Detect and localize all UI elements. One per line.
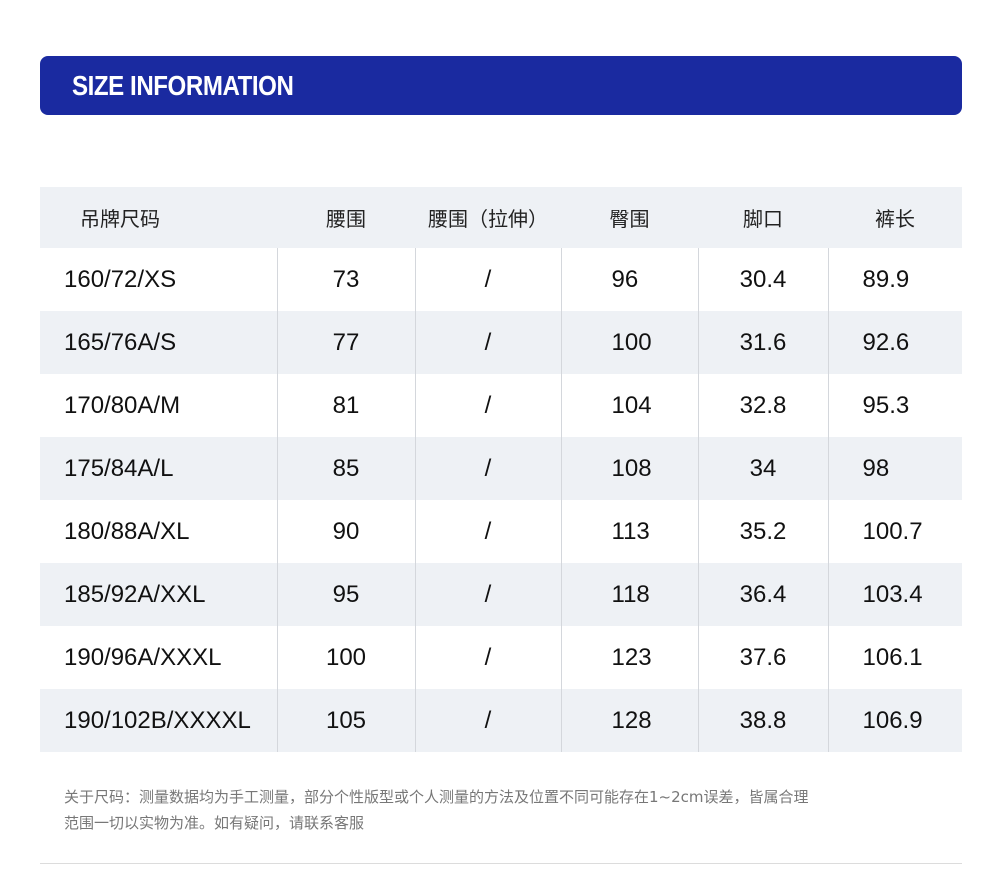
cell-hem: 30.4 <box>697 248 828 311</box>
cell-waist: 95 <box>276 563 415 626</box>
header-length: 裤长 <box>828 187 962 248</box>
cell-hip: 128 <box>560 689 698 752</box>
size-note: 关于尺码：测量数据均为手工测量，部分个性版型或个人测量的方法及位置不同可能存在1… <box>64 784 964 836</box>
header-hem: 脚口 <box>698 187 828 248</box>
cell-size: 165/76A/S <box>40 311 277 374</box>
cell-length: 95.3 <box>827 374 962 437</box>
size-note-line: 关于尺码：测量数据均为手工测量，部分个性版型或个人测量的方法及位置不同可能存在1… <box>64 788 809 806</box>
cell-waist-stretch: / <box>414 563 561 626</box>
section-title: SIZE INFORMATION <box>72 69 294 101</box>
cell-hem: 32.8 <box>697 374 828 437</box>
cell-hem: 35.2 <box>697 500 828 563</box>
table-row: 190/102B/XXXXL 105 / 128 38.8 106.9 <box>40 689 962 752</box>
cell-size: 185/92A/XXL <box>40 563 277 626</box>
cell-hip: 100 <box>560 311 698 374</box>
size-note-line: 范围一切以实物为准。如有疑问，请联系客服 <box>64 814 365 832</box>
table-row: 180/88A/XL 90 / 113 35.2 100.7 <box>40 500 962 563</box>
cell-length: 89.9 <box>827 248 962 311</box>
cell-waist-stretch: / <box>414 374 561 437</box>
cell-waist: 90 <box>276 500 415 563</box>
cell-hem: 34 <box>697 437 828 500</box>
divider <box>40 863 962 864</box>
table-row: 190/96A/XXXL 100 / 123 37.6 106.1 <box>40 626 962 689</box>
size-table: 吊牌尺码 腰围 腰围（拉伸） 臀围 脚口 裤长 160/72/XS 73 / 9… <box>40 187 962 752</box>
cell-size: 160/72/XS <box>64 265 177 293</box>
cell-length: 106.9 <box>827 689 962 752</box>
table-row: 175/84A/L 85 / 108 34 98 <box>40 437 962 500</box>
cell-hem: 38.8 <box>697 689 828 752</box>
cell-size: 170/80A/M <box>64 391 181 419</box>
cell-size: 190/96A/XXXL <box>64 643 222 671</box>
cell-hip: 104 <box>560 374 698 437</box>
cell-hem: 37.6 <box>697 626 828 689</box>
cell-hip: 108 <box>560 437 698 500</box>
cell-waist-stretch: / <box>414 248 561 311</box>
cell-length: 98 <box>827 437 962 500</box>
cell-size: 180/88A/XL <box>64 517 190 545</box>
cell-length: 106.1 <box>827 626 962 689</box>
cell-length: 92.6 <box>827 311 962 374</box>
header-size: 吊牌尺码 <box>40 187 277 248</box>
header-waist: 腰围 <box>277 187 415 248</box>
cell-waist: 85 <box>276 437 415 500</box>
cell-hip: 123 <box>560 626 698 689</box>
table-row: 185/92A/XXL 95 / 118 36.4 103.4 <box>40 563 962 626</box>
header-waist-stretch: 腰围（拉伸） <box>415 187 561 248</box>
section-banner: SIZE INFORMATION <box>40 56 962 115</box>
table-row: 170/80A/M 81 / 104 32.8 95.3 <box>40 374 962 437</box>
cell-size: 175/84A/L <box>40 437 277 500</box>
cell-length: 103.4 <box>827 563 962 626</box>
cell-waist: 100 <box>276 626 415 689</box>
cell-waist: 105 <box>276 689 415 752</box>
header-hip: 臀围 <box>561 187 698 248</box>
cell-hip: 113 <box>560 500 698 563</box>
table-row: 165/76A/S 77 / 100 31.6 92.6 <box>40 311 962 374</box>
cell-waist: 77 <box>276 311 415 374</box>
cell-waist-stretch: / <box>414 437 561 500</box>
cell-waist-stretch: / <box>414 626 561 689</box>
cell-length: 100.7 <box>827 500 962 563</box>
table-row: 160/72/XS 73 / 96 30.4 89.9 <box>40 248 962 311</box>
cell-hip: 96 <box>560 248 698 311</box>
cell-waist-stretch: / <box>414 311 561 374</box>
cell-waist: 81 <box>276 374 415 437</box>
cell-hem: 31.6 <box>697 311 828 374</box>
table-header-row: 吊牌尺码 腰围 腰围（拉伸） 臀围 脚口 裤长 <box>40 187 962 248</box>
cell-hip: 118 <box>560 563 698 626</box>
cell-waist: 73 <box>276 248 415 311</box>
cell-waist-stretch: / <box>414 500 561 563</box>
cell-waist-stretch: / <box>414 689 561 752</box>
cell-size: 190/102B/XXXXL <box>40 689 277 752</box>
cell-hem: 36.4 <box>697 563 828 626</box>
